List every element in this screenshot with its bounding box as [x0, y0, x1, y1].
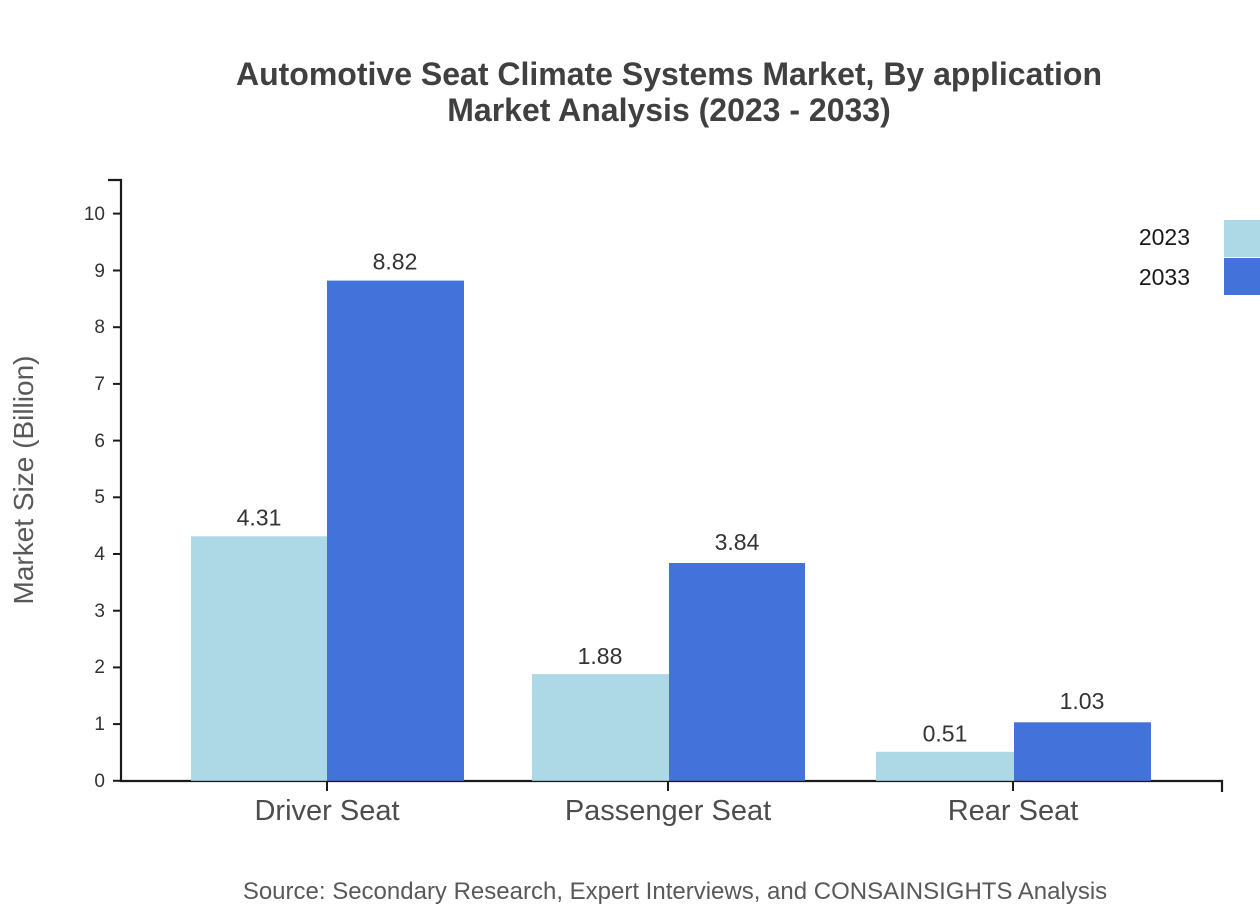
svg-text:Rear Seat: Rear Seat — [948, 795, 1079, 827]
svg-text:1: 1 — [94, 714, 105, 735]
svg-text:3: 3 — [94, 601, 105, 622]
svg-text:2: 2 — [94, 657, 105, 678]
svg-text:6: 6 — [94, 431, 105, 452]
svg-text:2033: 2033 — [1139, 264, 1190, 290]
svg-text:4: 4 — [94, 544, 105, 565]
svg-text:0.51: 0.51 — [923, 720, 968, 746]
svg-text:7: 7 — [94, 374, 105, 395]
svg-text:0: 0 — [94, 771, 105, 792]
svg-text:1.88: 1.88 — [578, 643, 623, 669]
svg-text:10: 10 — [84, 204, 105, 225]
svg-text:9: 9 — [94, 261, 105, 282]
svg-text:Passenger Seat: Passenger Seat — [565, 795, 771, 827]
svg-text:8.82: 8.82 — [373, 248, 418, 274]
svg-text:5: 5 — [94, 487, 105, 508]
svg-text:Driver Seat: Driver Seat — [254, 795, 399, 827]
svg-text:8: 8 — [94, 317, 105, 338]
svg-text:2023: 2023 — [1139, 224, 1190, 250]
svg-text:4.31: 4.31 — [237, 504, 282, 530]
svg-text:3.84: 3.84 — [715, 529, 760, 555]
svg-text:1.03: 1.03 — [1060, 688, 1105, 714]
